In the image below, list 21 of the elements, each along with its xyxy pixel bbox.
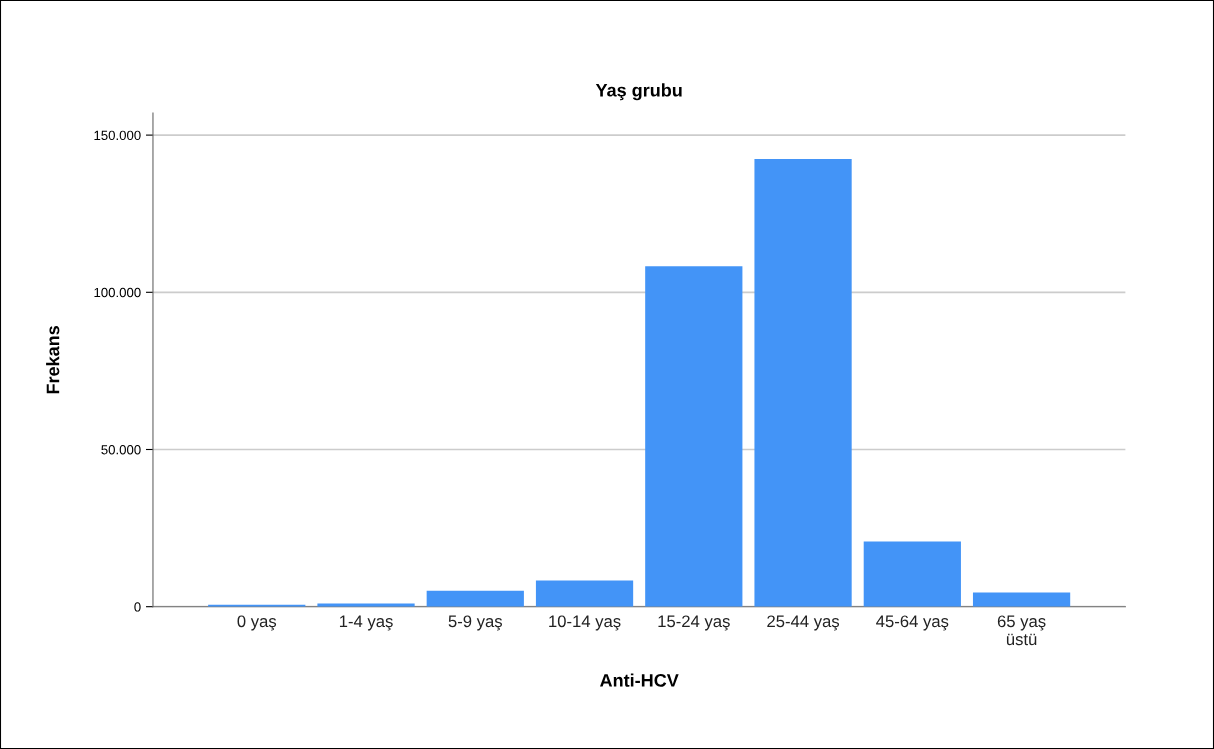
x-tick-label: 25-44 yaş (767, 615, 840, 631)
x-axis-title: Anti-HCV (600, 673, 679, 687)
x-tick-label: 15-24 yaş (658, 615, 730, 631)
bar (645, 266, 743, 607)
y-tick-label: 50.000 (101, 445, 141, 455)
y-tick-label: 100.000 (94, 287, 141, 298)
bar (535, 580, 634, 607)
x-tick-label: 0 yaş (237, 615, 277, 631)
x-tick-label: 10-14 yaş (549, 615, 621, 631)
x-tick-label: 1-4 yaş (339, 615, 393, 631)
y-tick-label: 150.000 (94, 130, 141, 141)
bar (972, 592, 1071, 607)
y-tick-label: 0 (134, 602, 141, 612)
x-tick-label: 45-64 yaş (876, 615, 949, 631)
x-tick-label: 5-9 yaş (448, 615, 503, 631)
y-axis-title: Frekans (46, 326, 60, 394)
bar (863, 541, 961, 607)
bar (426, 590, 524, 607)
bar (754, 159, 852, 607)
x-tick-label: 65 yaş üstü (997, 615, 1046, 646)
chart-title: Yaş grubu (595, 83, 682, 101)
